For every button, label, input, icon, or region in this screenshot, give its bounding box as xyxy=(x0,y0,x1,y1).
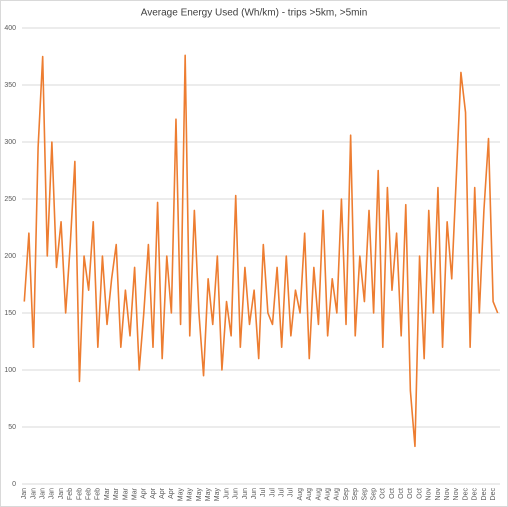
x-tick-label: Sep xyxy=(343,488,350,501)
x-tick-label: Mar xyxy=(104,487,111,500)
x-tick-label: Aug xyxy=(315,488,322,501)
x-tick-label: Feb xyxy=(76,488,83,500)
x-tick-label: Jul xyxy=(269,488,276,497)
x-tick-label: Jun xyxy=(233,488,240,499)
x-tick-label: May xyxy=(177,488,184,502)
x-tick-label: Dec xyxy=(490,488,497,501)
data-line xyxy=(23,54,499,448)
x-tick-label: May xyxy=(187,488,194,502)
x-tick-label: Jul xyxy=(288,488,295,497)
y-tick-label: 50 xyxy=(8,424,16,431)
x-tick-label: May xyxy=(196,488,203,502)
x-tick-label: Aug xyxy=(297,488,304,501)
y-tick-label: 0 xyxy=(12,481,16,488)
x-tick-label: Nov xyxy=(453,488,460,501)
x-tick-label: Jan xyxy=(40,488,47,499)
y-tick-label: 150 xyxy=(4,310,16,317)
x-tick-label: Jun xyxy=(223,488,230,499)
y-tick-label: 250 xyxy=(4,196,16,203)
x-tick-label: Oct xyxy=(416,488,423,499)
x-tick-label: May xyxy=(205,488,212,502)
x-tick-label: Apr xyxy=(168,487,175,499)
x-tick-label: Feb xyxy=(95,488,102,500)
x-tick-label: Jan xyxy=(58,488,65,499)
x-tick-label: Jun xyxy=(251,488,258,499)
x-tick-label: Mar xyxy=(122,487,129,500)
x-tick-label: Jan xyxy=(30,488,37,499)
x-tick-label: Feb xyxy=(85,488,92,500)
y-tick-label: 200 xyxy=(4,253,16,260)
x-tick-label: Jul xyxy=(279,488,286,497)
x-tick-label: Sep xyxy=(352,488,359,501)
x-tick-label: Jan xyxy=(49,488,56,499)
x-tick-label: Oct xyxy=(398,488,405,499)
x-tick-label: Oct xyxy=(389,488,396,499)
x-tick-label: Dec xyxy=(462,488,469,501)
y-tick-label: 100 xyxy=(4,367,16,374)
x-tick-label: Dec xyxy=(472,488,479,501)
x-tick-label: Oct xyxy=(380,488,387,499)
x-tick-label: Jun xyxy=(242,488,249,499)
x-tick-label: Nov xyxy=(435,488,442,501)
x-tick-label: Nov xyxy=(426,488,433,501)
x-tick-label: Aug xyxy=(324,488,331,501)
x-tick-label: Sep xyxy=(361,488,368,501)
x-tick-label: Aug xyxy=(306,488,313,501)
x-tick-label: Apr xyxy=(141,487,148,499)
x-tick-label: Sep xyxy=(370,488,377,501)
x-tick-label: Apr xyxy=(150,487,157,499)
x-tick-label: Mar xyxy=(131,487,138,500)
x-tick-label: Feb xyxy=(67,488,74,500)
x-tick-label: Jan xyxy=(21,488,28,499)
x-tick-label: Aug xyxy=(334,488,341,501)
chart-title: Average Energy Used (Wh/km) - trips >5km… xyxy=(141,8,368,19)
y-tick-label: 350 xyxy=(4,82,16,89)
x-tick-label: Apr xyxy=(159,487,166,499)
x-tick-label: May xyxy=(214,488,221,502)
x-tick-label: Dec xyxy=(481,488,488,501)
x-tick-label: Jul xyxy=(260,488,267,497)
x-tick-label: Nov xyxy=(444,488,451,501)
x-tick-label: Mar xyxy=(113,487,120,500)
x-tick-label: Oct xyxy=(407,488,414,499)
y-tick-label: 300 xyxy=(4,139,16,146)
y-tick-label: 400 xyxy=(4,25,16,32)
